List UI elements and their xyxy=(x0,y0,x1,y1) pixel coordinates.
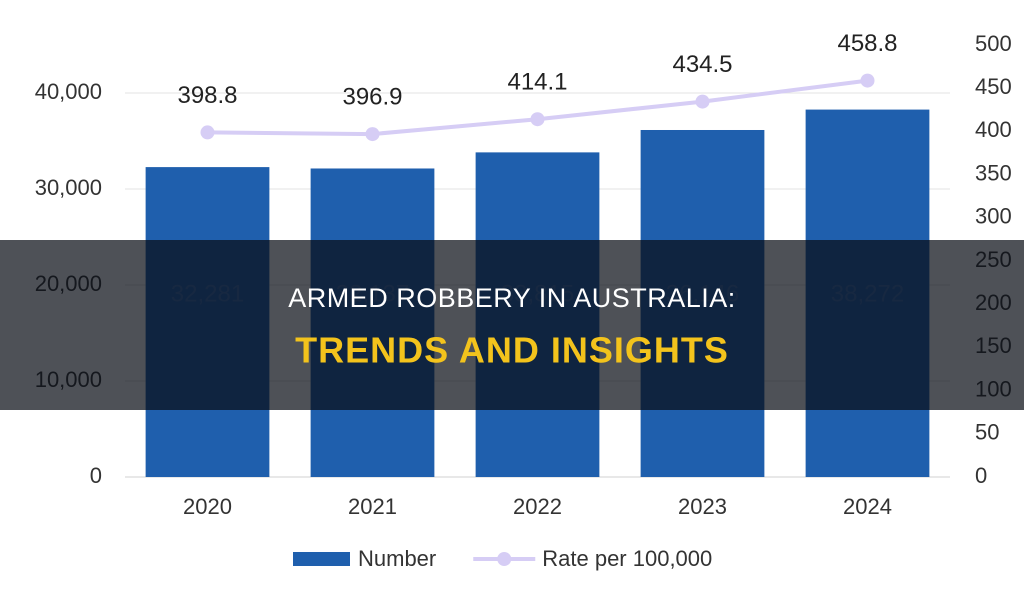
legend-label: Number xyxy=(358,546,436,571)
line-value-label: 414.1 xyxy=(507,69,567,96)
line-value-label: 398.8 xyxy=(177,82,237,109)
line-marker xyxy=(200,125,215,140)
line-value-label: 434.5 xyxy=(672,51,732,78)
y2-tick-label: 50 xyxy=(975,420,999,445)
x-tick-label: 2022 xyxy=(513,494,562,519)
y2-tick-label: 500 xyxy=(975,31,1012,56)
y2-tick-label: 300 xyxy=(975,204,1012,229)
x-tick-label: 2024 xyxy=(843,494,892,519)
y2-tick-label: 400 xyxy=(975,117,1012,142)
line-value-label: 458.8 xyxy=(837,30,897,57)
y-tick-label: 0 xyxy=(90,463,102,488)
line-marker xyxy=(695,94,710,109)
legend-swatch xyxy=(497,552,512,566)
legend-label: Rate per 100,000 xyxy=(542,546,712,571)
legend-swatch xyxy=(293,552,350,566)
line-value-label: 396.9 xyxy=(342,83,402,110)
x-tick-label: 2021 xyxy=(348,494,397,519)
y2-tick-label: 450 xyxy=(975,74,1012,99)
x-tick-label: 2023 xyxy=(678,494,727,519)
y2-tick-label: 350 xyxy=(975,160,1012,185)
banner xyxy=(0,240,1024,410)
y2-tick-label: 0 xyxy=(975,463,987,488)
y-tick-label: 30,000 xyxy=(35,175,102,200)
y-tick-label: 40,000 xyxy=(35,79,102,104)
line-marker xyxy=(365,127,380,142)
banner-title: ARMED ROBBERY IN AUSTRALIA: xyxy=(288,283,736,313)
banner-subtitle: TRENDS AND INSIGHTS xyxy=(295,330,729,371)
x-tick-label: 2020 xyxy=(183,494,232,519)
line-marker xyxy=(860,73,875,88)
line-marker xyxy=(530,112,545,127)
